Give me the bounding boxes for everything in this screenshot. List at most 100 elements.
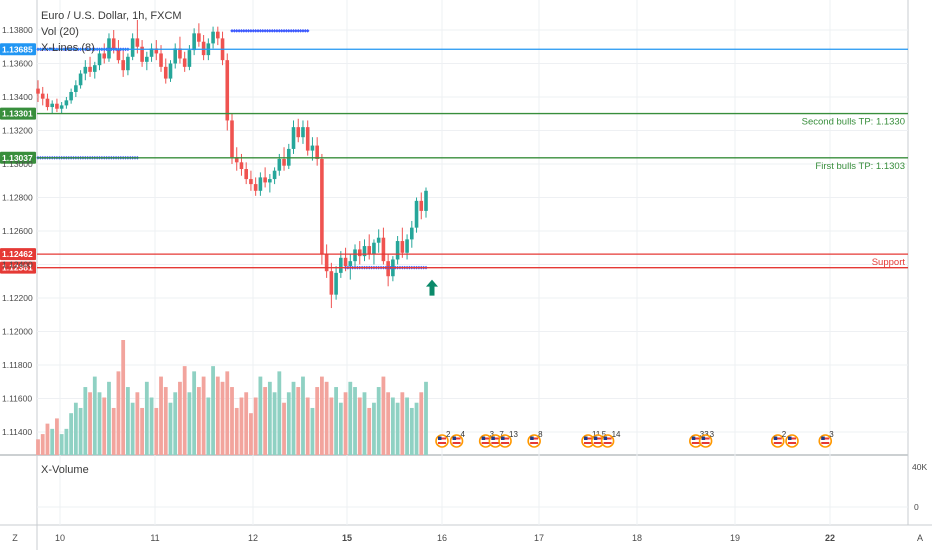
candle-body xyxy=(258,177,263,191)
event-flag-canton xyxy=(530,436,534,440)
x-tick-label: 15 xyxy=(342,533,352,543)
candle-body xyxy=(301,127,305,138)
corner-label-right: A xyxy=(917,533,923,543)
candle-body xyxy=(135,38,140,47)
candle-body xyxy=(83,66,88,74)
volume-bar xyxy=(249,413,253,455)
volume-bar xyxy=(305,397,310,455)
volume-bar xyxy=(310,407,315,455)
candle-body xyxy=(92,65,97,72)
volume-bar xyxy=(220,381,225,455)
volume-bar xyxy=(367,407,372,455)
candle-body xyxy=(329,271,334,295)
candle-body xyxy=(362,246,367,257)
candle-body xyxy=(168,63,173,79)
candle-body xyxy=(234,157,239,163)
volume-bar xyxy=(400,392,405,455)
volume-bar xyxy=(230,387,234,455)
event-flag-canton xyxy=(584,436,588,440)
event-flag-stripe xyxy=(603,437,612,440)
volume-bar xyxy=(116,371,121,455)
candles xyxy=(36,19,428,309)
volume-bar xyxy=(282,402,286,455)
event-flag-stripe xyxy=(788,437,796,440)
volume-bar xyxy=(140,407,144,455)
candle-body xyxy=(372,242,376,255)
candle-body xyxy=(173,48,178,64)
candle-body xyxy=(201,41,206,56)
price-badge xyxy=(0,151,36,164)
volume-bar xyxy=(395,402,400,455)
x-line-dot xyxy=(282,29,286,33)
indicator-volume[interactable]: Vol (20) xyxy=(41,26,79,38)
volume-bar xyxy=(168,402,173,455)
symbol-title[interactable]: Euro / U.S. Dollar, 1h, FXCM xyxy=(41,10,182,22)
volume-bar xyxy=(159,376,163,455)
candle-body xyxy=(211,31,215,44)
price-badge-text: 1.13301 xyxy=(2,109,33,119)
x-line-dot xyxy=(234,29,239,33)
event-flag-stripe xyxy=(788,442,796,444)
candle-body xyxy=(410,227,414,240)
event-flag-stripe xyxy=(584,437,592,440)
volume-bar xyxy=(334,387,338,455)
volume-bar xyxy=(405,397,409,455)
indicator-xlines[interactable]: X-Lines (8) xyxy=(41,42,95,54)
volume-bar xyxy=(272,392,277,455)
x-line-dot xyxy=(291,29,296,33)
volume-bar xyxy=(320,376,324,455)
price-badge-text: 1.13685 xyxy=(2,44,33,54)
candle-body xyxy=(268,179,272,183)
candle-body xyxy=(424,190,428,211)
volume-bar xyxy=(111,407,116,455)
candle-body xyxy=(405,239,409,253)
event-count: 2 xyxy=(446,430,451,439)
volume-bar xyxy=(206,397,211,455)
volume-bar xyxy=(244,392,249,455)
event-flag-stripe xyxy=(501,442,510,444)
y-tick-label: 1.11400 xyxy=(2,427,32,437)
event-flag-canton xyxy=(491,436,495,440)
volume-bar xyxy=(178,381,182,455)
x-line-dot xyxy=(275,29,279,33)
event-flag-canton xyxy=(603,436,608,440)
event-count: 4 xyxy=(461,430,466,439)
price-line-label: First bulls TP: 1.1303 xyxy=(815,161,905,172)
volume-bar xyxy=(78,407,83,455)
candle-body xyxy=(244,169,248,180)
x-line-dot xyxy=(237,29,241,33)
candle-body xyxy=(88,66,92,72)
y-tick-label: 1.11600 xyxy=(2,394,32,404)
volume-bar xyxy=(149,397,154,455)
corner-label-left: Z xyxy=(12,533,18,543)
candle-body xyxy=(343,257,348,267)
x-line-dot xyxy=(294,29,298,33)
candle-body xyxy=(78,73,83,86)
volume-bar xyxy=(201,376,206,455)
y-tick-label: 1.13200 xyxy=(2,126,33,136)
candle-body xyxy=(324,254,329,272)
lower-pane-label[interactable]: X-Volume xyxy=(41,464,89,476)
candle-body xyxy=(395,241,400,260)
volume-bar xyxy=(36,439,40,455)
x-line-dot xyxy=(284,29,289,33)
volume-bar xyxy=(286,392,291,455)
volume-bar xyxy=(135,392,140,455)
x-tick-label: 22 xyxy=(825,533,835,543)
y-tick-label: 1.13800 xyxy=(2,25,33,35)
x-line-dot xyxy=(296,29,301,33)
candle-body xyxy=(305,127,310,151)
x-line-dot xyxy=(303,29,308,33)
x-line-dot xyxy=(249,29,253,33)
volume-bar xyxy=(182,366,187,455)
candle-body xyxy=(282,158,286,166)
event-flag-stripe xyxy=(773,442,782,444)
y-tick-label: 1.12000 xyxy=(2,327,33,337)
candle-body xyxy=(263,177,267,183)
volume-bar xyxy=(348,381,353,455)
volume-bar xyxy=(144,381,149,455)
volume-bar xyxy=(253,397,258,455)
event-flag-stripe xyxy=(438,442,446,444)
candle-body xyxy=(182,58,187,67)
